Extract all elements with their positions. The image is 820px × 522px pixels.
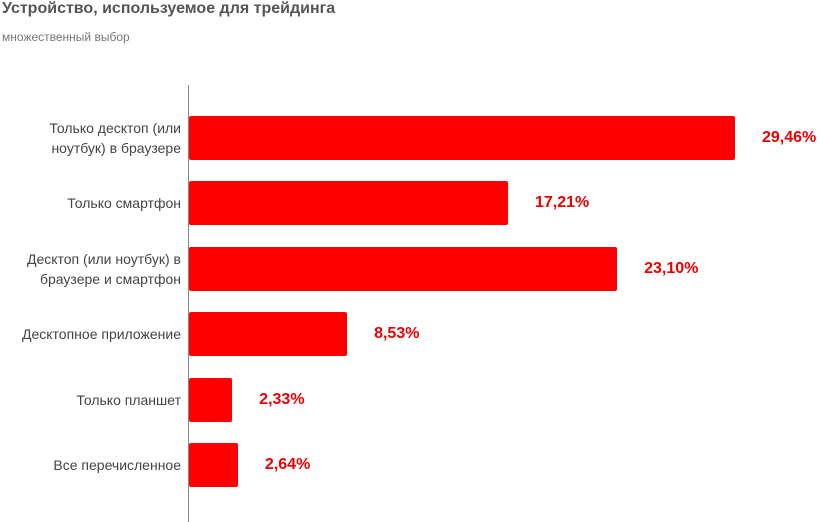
bar [189,181,508,226]
category-label: Только планшет [76,391,181,408]
bar [189,246,618,291]
category-label: Все перечисленное [53,457,181,473]
value-label: 23,10% [644,259,699,277]
value-label: 8,53% [374,325,420,343]
chart-subtitle: множественный выбор [2,30,130,44]
category-label: Десктопное приложение [22,326,181,343]
value-label: 17,21% [534,194,590,212]
value-label: 2,64% [264,456,311,473]
chart-title: Устройство, используемое для трейдинга [2,0,336,17]
category-label: Только десктоп (или ноутбук) в браузере [49,120,181,156]
value-label: 29,46% [762,129,817,146]
bar [189,377,233,422]
category-axis [188,85,189,522]
bar [189,312,348,357]
value-label: 2,33% [259,390,305,408]
category-label: Только смартфон [67,195,181,212]
category-label: Десктоп (или ноутбук) в браузере и смарт… [26,250,181,287]
bar [189,443,238,487]
bar [189,116,735,160]
